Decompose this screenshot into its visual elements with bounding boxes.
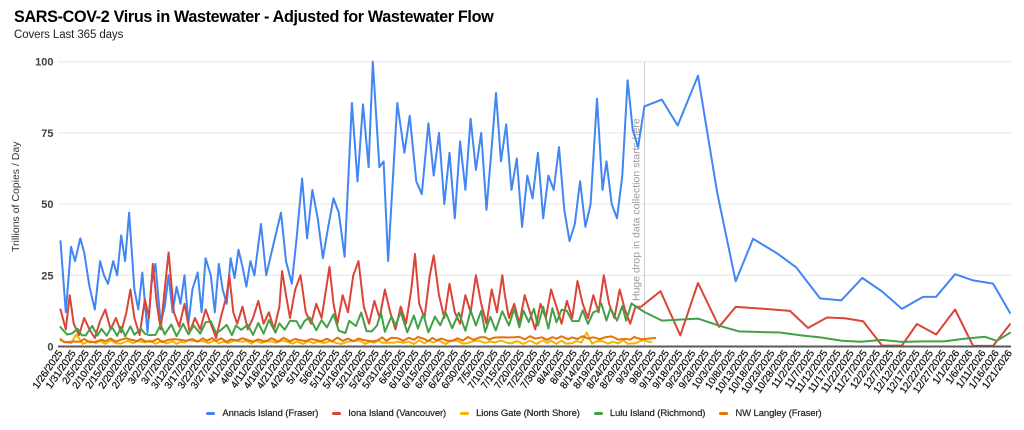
svg-text:75: 75: [41, 128, 53, 140]
svg-text:25: 25: [41, 270, 53, 282]
svg-text:Covers Last 365 days: Covers Last 365 days: [14, 29, 124, 41]
svg-text:0: 0: [47, 342, 53, 354]
svg-text:Huge drop in data collection s: Huge drop in data collection starts here: [631, 118, 643, 301]
svg-text:SARS-COV-2 Virus in Wastewater: SARS-COV-2 Virus in Wastewater - Adjuste…: [14, 8, 494, 26]
svg-text:50: 50: [41, 199, 53, 211]
svg-text:100: 100: [35, 57, 53, 69]
svg-text:Trillions of Copies / Day: Trillions of Copies / Day: [10, 141, 22, 252]
